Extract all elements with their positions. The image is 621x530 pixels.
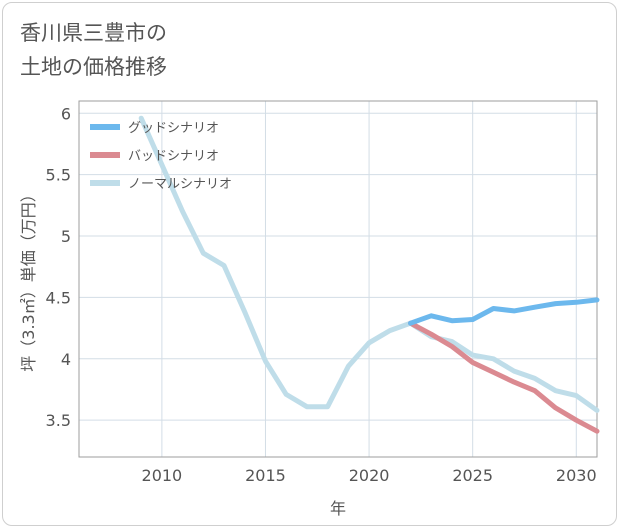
x-tick-label-1: 2015 [245,466,286,485]
y-tick-labels: 3.5 4 4.5 5 5.5 6 [46,104,71,430]
chart-title: 香川県三豊市の 土地の価格推移 [20,16,167,84]
y-tick-label-0: 3.5 [46,411,71,430]
plot-frame [78,100,598,458]
series-line-1 [408,320,600,434]
y-tick-label-5: 6 [61,104,71,123]
legend-label-2: ノーマルシナリオ [128,177,232,192]
series-line-0 [408,297,600,326]
series-line-2 [138,115,600,413]
legend-label-0: グッドシナリオ [128,121,219,136]
y-tick-label-2: 4.5 [46,288,71,307]
legend-label-1: バッドシナリオ [128,149,219,164]
x-tick-label-4: 2030 [556,466,597,485]
series-lines [138,115,600,434]
y-axis-label: 坪（3.3㎡）単価（万円） [19,186,38,371]
chart-title-line-1: 香川県三豊市の [20,21,167,45]
y-tick-label-4: 5.5 [46,166,71,185]
y-tick-label-1: 4 [61,350,71,369]
chart-title-line-2: 土地の価格推移 [20,55,167,79]
x-tick-label-3: 2025 [452,466,493,485]
x-tick-labels: 2010 2015 2020 2025 2030 [142,466,597,485]
x-axis-label: 年 [330,499,346,518]
plot-area [79,101,597,457]
x-tick-label-2: 2020 [349,466,390,485]
y-tick-label-3: 5 [61,227,71,246]
x-tick-label-0: 2010 [142,466,183,485]
